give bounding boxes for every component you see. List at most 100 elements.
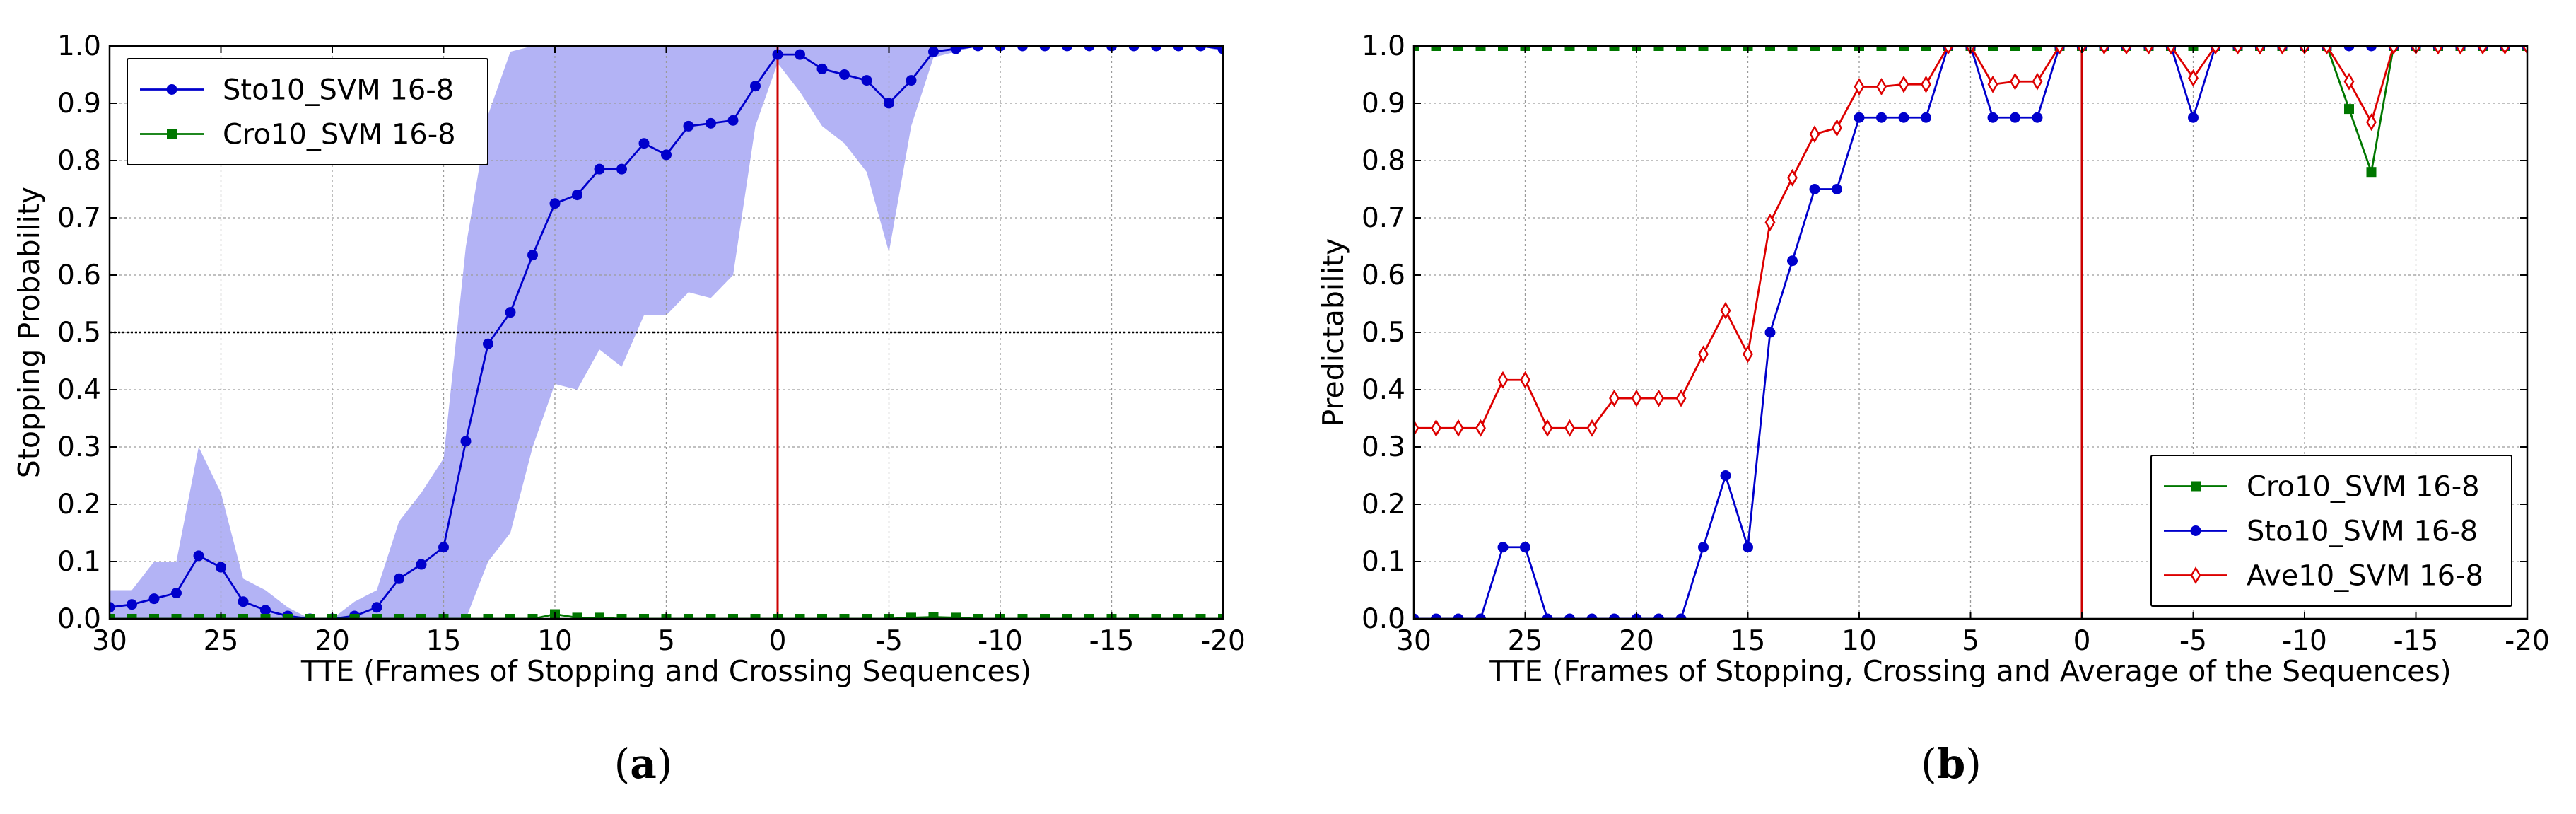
series-line <box>1414 46 2527 176</box>
data-point <box>1195 614 1206 619</box>
legend-marker <box>2190 566 2201 584</box>
data-point <box>1609 613 1620 619</box>
data-point <box>1921 46 1931 51</box>
data-point <box>1542 419 1553 437</box>
data-point <box>728 614 738 619</box>
data-point <box>839 69 850 80</box>
data-point <box>194 614 204 619</box>
data-point <box>1497 371 1509 389</box>
data-point <box>1787 255 1798 267</box>
data-point <box>1899 46 1909 51</box>
data-point <box>2388 46 2399 55</box>
data-point <box>1564 613 1575 619</box>
data-point <box>973 614 983 619</box>
data-point <box>2455 46 2466 55</box>
data-point <box>2277 46 2288 55</box>
data-point <box>1498 46 1508 51</box>
data-point <box>1988 46 1998 51</box>
data-point <box>2032 72 2043 91</box>
y-tick-label: 0.3 <box>1362 431 1405 463</box>
y-tick-label: 0.1 <box>1362 546 1405 578</box>
legend-marker <box>166 84 177 95</box>
data-point <box>1173 46 1184 52</box>
data-point <box>2010 72 2020 91</box>
panel-caption-letter: b <box>1937 740 1966 788</box>
data-point <box>416 559 427 570</box>
data-point <box>1764 214 1776 231</box>
data-point <box>372 614 382 619</box>
y-tick-label: 1.0 <box>1362 30 1405 62</box>
data-point <box>1195 46 1206 52</box>
data-point <box>1520 542 1530 553</box>
data-point <box>505 307 516 318</box>
data-point <box>349 614 360 619</box>
data-point <box>110 614 115 619</box>
data-point <box>505 614 515 619</box>
data-point <box>572 190 582 201</box>
y-tick-label: 0.8 <box>1362 145 1405 177</box>
data-point <box>1764 327 1776 338</box>
data-point <box>861 75 872 86</box>
data-point <box>438 542 449 553</box>
data-point <box>1987 112 1998 123</box>
chart-panel-b: 0.0 0.1 0.2 0.3 0.4 0.5 0.6 0.7 0.8 0.9 1.0 30 25 20 1… <box>1316 30 2550 788</box>
x-axis-label: TTE (Frames of Stopping, Crossing and Av… <box>1489 654 2452 688</box>
data-point <box>2188 69 2199 87</box>
data-point <box>238 596 249 607</box>
data-point <box>1743 345 1753 364</box>
x-tick-label: 10 <box>537 625 573 657</box>
data-point <box>1810 46 1820 51</box>
x-tick-label: 0 <box>2073 625 2091 657</box>
data-point <box>2477 46 2488 55</box>
data-point <box>1475 46 1486 51</box>
data-point <box>2054 46 2065 55</box>
data-point <box>1921 112 1931 123</box>
data-point <box>1698 345 1709 364</box>
data-point <box>1587 46 1597 51</box>
data-point <box>1743 542 1753 553</box>
data-point <box>1720 470 1731 481</box>
data-point <box>951 612 961 619</box>
y-tick-label: 0.2 <box>1362 489 1405 521</box>
data-point <box>1062 614 1072 619</box>
y-tick-label: 0.7 <box>1362 202 1405 234</box>
x-tick-label: 15 <box>1731 625 1766 657</box>
data-point <box>2143 46 2154 55</box>
data-point <box>283 614 293 619</box>
data-point <box>1431 46 1441 51</box>
data-point <box>1151 614 1161 619</box>
data-point <box>1542 613 1553 619</box>
data-point <box>2343 46 2355 52</box>
data-point <box>171 614 182 619</box>
data-point <box>1720 301 1731 320</box>
data-point <box>1675 613 1687 619</box>
data-point <box>2165 46 2177 55</box>
y-tick-label: 0.3 <box>57 431 101 463</box>
data-point <box>1854 112 1865 123</box>
data-point <box>1431 613 1441 619</box>
data-point <box>483 614 493 619</box>
panel-caption: (b) <box>1921 740 1981 788</box>
data-point <box>1414 419 1419 437</box>
legend-box <box>2150 455 2512 607</box>
y-tick-label: 0.5 <box>1362 317 1405 349</box>
data-point <box>884 98 894 109</box>
y-axis-label: Stopping Probability <box>12 187 46 478</box>
x-tick-label: -5 <box>2179 625 2207 657</box>
data-point <box>750 81 761 92</box>
data-point <box>795 49 805 60</box>
data-point <box>1453 46 1463 51</box>
legend: Sto10_SVM 16-8 Cro10_SVM 16-8 <box>127 58 488 165</box>
data-point <box>461 614 471 619</box>
data-point <box>2432 46 2444 55</box>
y-tick-label: 0.0 <box>1362 603 1405 635</box>
y-tick-label: 0.9 <box>1362 88 1405 120</box>
data-point <box>1040 614 1050 619</box>
data-point <box>1943 46 1954 55</box>
data-point <box>706 614 716 619</box>
data-point <box>638 138 650 149</box>
data-point <box>1876 46 1887 51</box>
data-point <box>527 614 538 619</box>
data-point <box>1564 419 1575 437</box>
data-point <box>906 612 916 619</box>
